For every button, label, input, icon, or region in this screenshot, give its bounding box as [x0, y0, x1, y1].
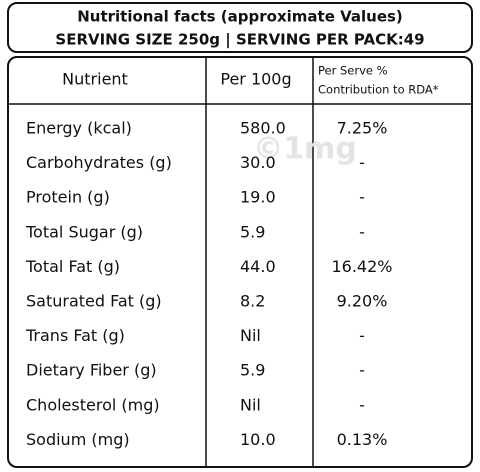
rda-value: - — [359, 188, 365, 207]
nutrient-name: Energy (kcal) — [26, 119, 132, 138]
per-100g-value: Nil — [240, 326, 261, 345]
nutrient-name: Total Fat (g) — [25, 257, 120, 276]
per-100g-value: 580.0 — [240, 119, 286, 138]
per-100g-value: 30.0 — [240, 153, 276, 172]
per-100g-value: 10.0 — [240, 430, 276, 449]
column-header: Per 100g — [220, 70, 291, 89]
per-100g-value: 19.0 — [240, 188, 276, 207]
nutrient-name: Total Sugar (g) — [25, 222, 143, 241]
nutrient-name: Saturated Fat (g) — [26, 292, 162, 311]
nutrient-name: Sodium (mg) — [26, 430, 130, 449]
header-subtitle: SERVING SIZE 250g | SERVING PER PACK:49 — [55, 31, 424, 50]
watermark: ©1mg — [253, 132, 357, 167]
header-title: Nutritional facts (approximate Values) — [77, 8, 403, 26]
per-100g-value: 5.9 — [240, 361, 265, 380]
nutrient-name: Cholesterol (mg) — [26, 395, 160, 414]
nutrient-name: Protein (g) — [26, 188, 110, 207]
nutrient-name: Trans Fat (g) — [25, 326, 125, 345]
column-header: Nutrient — [62, 70, 128, 89]
rda-value: 7.25% — [337, 119, 388, 138]
per-100g-value: 5.9 — [240, 222, 265, 241]
per-100g-value: Nil — [240, 395, 261, 414]
per-100g-value: 8.2 — [240, 292, 265, 311]
nutrient-name: Carbohydrates (g) — [26, 153, 172, 172]
rda-value: - — [359, 395, 365, 414]
column-header: Contribution to RDA* — [318, 83, 439, 97]
table-box — [7, 56, 473, 468]
rda-value: - — [359, 326, 365, 345]
rda-value: 0.13% — [337, 430, 388, 449]
table-body: Energy (kcal) 580.0 7.25% Carbohydrates (g)… — [25, 119, 393, 449]
rda-value: - — [359, 222, 365, 241]
header-box — [7, 2, 473, 53]
rda-value: - — [359, 361, 365, 380]
rda-value: 16.42% — [331, 257, 392, 276]
rda-value: 9.20% — [337, 292, 388, 311]
rda-value: - — [359, 153, 365, 172]
nutrient-name: Dietary Fiber (g) — [26, 361, 157, 380]
per-100g-value: 44.0 — [240, 257, 276, 276]
column-header: Per Serve % — [318, 64, 388, 78]
